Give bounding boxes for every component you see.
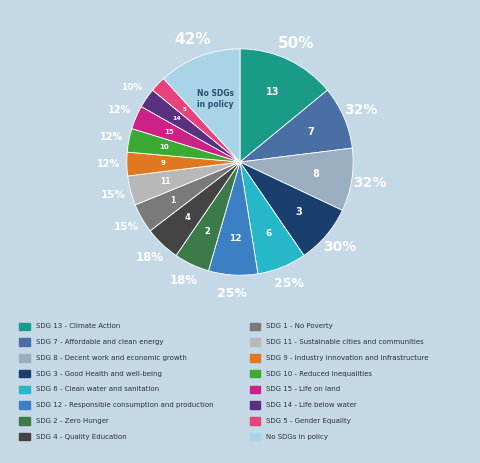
Text: 42%: 42% <box>174 32 211 47</box>
Text: 6: 6 <box>265 229 272 238</box>
Text: 12%: 12% <box>99 131 123 142</box>
Text: 50%: 50% <box>278 36 314 51</box>
Text: No SDGs
in policy: No SDGs in policy <box>197 89 234 109</box>
Text: 10: 10 <box>160 144 169 150</box>
Wedge shape <box>240 148 353 210</box>
Text: 32%: 32% <box>344 103 377 117</box>
Text: SDG 7 - Affordable and clean energy: SDG 7 - Affordable and clean energy <box>36 339 163 345</box>
Text: 25%: 25% <box>274 277 304 290</box>
Text: 9: 9 <box>161 160 166 166</box>
Text: 2: 2 <box>204 227 210 236</box>
Wedge shape <box>240 90 352 162</box>
Wedge shape <box>127 152 240 176</box>
Text: SDG 15 - Life on land: SDG 15 - Life on land <box>266 387 340 392</box>
Text: 15%: 15% <box>114 222 139 232</box>
Text: SDG 5 - Gender Equality: SDG 5 - Gender Equality <box>266 418 351 424</box>
Text: 10%: 10% <box>121 83 143 93</box>
Wedge shape <box>153 79 240 162</box>
Text: 5: 5 <box>182 106 186 112</box>
Wedge shape <box>176 162 240 271</box>
Text: 1: 1 <box>170 196 176 205</box>
Text: 18%: 18% <box>135 251 164 264</box>
Text: SDG 10 - Reduced inequalities: SDG 10 - Reduced inequalities <box>266 371 372 376</box>
Text: SDG 8 - Decent work and economic growth: SDG 8 - Decent work and economic growth <box>36 355 186 361</box>
Text: SDG 13 - Climate Action: SDG 13 - Climate Action <box>36 324 120 329</box>
Text: 12%: 12% <box>97 159 120 169</box>
Wedge shape <box>128 162 240 205</box>
Wedge shape <box>127 129 240 162</box>
Wedge shape <box>208 162 258 275</box>
Text: 12%: 12% <box>108 105 131 115</box>
Text: 12: 12 <box>229 234 241 244</box>
Text: 13: 13 <box>266 88 280 97</box>
Text: 25%: 25% <box>217 287 247 300</box>
Text: SDG 11 - Sustainable cities and communities: SDG 11 - Sustainable cities and communit… <box>266 339 424 345</box>
Text: 7: 7 <box>307 127 314 137</box>
Wedge shape <box>240 162 342 256</box>
Text: SDG 6 - Clean water and sanitation: SDG 6 - Clean water and sanitation <box>36 387 159 392</box>
Text: No SDGs in policy: No SDGs in policy <box>266 434 328 439</box>
Text: 8: 8 <box>312 169 319 179</box>
Wedge shape <box>240 162 304 274</box>
Text: 30%: 30% <box>324 240 357 254</box>
Wedge shape <box>141 90 240 162</box>
Wedge shape <box>164 49 240 162</box>
Text: 4: 4 <box>184 213 190 222</box>
Wedge shape <box>150 162 240 256</box>
Text: SDG 12 - Responsible consumption and production: SDG 12 - Responsible consumption and pro… <box>36 402 213 408</box>
Wedge shape <box>135 162 240 231</box>
Text: 32%: 32% <box>353 176 386 190</box>
Text: SDG 9 - Industry innovation and infrastructure: SDG 9 - Industry innovation and infrastr… <box>266 355 429 361</box>
Wedge shape <box>240 49 327 162</box>
Text: SDG 2 - Zero Hunger: SDG 2 - Zero Hunger <box>36 418 108 424</box>
Text: SDG 1 - No Poverty: SDG 1 - No Poverty <box>266 324 333 329</box>
Text: SDG 4 - Quality Education: SDG 4 - Quality Education <box>36 434 126 439</box>
Text: 15%: 15% <box>100 190 125 200</box>
Text: SDG 14 - Life below water: SDG 14 - Life below water <box>266 402 357 408</box>
Text: 11: 11 <box>160 177 171 186</box>
Text: SDG 3 - Good Health and well-being: SDG 3 - Good Health and well-being <box>36 371 161 376</box>
Text: 3: 3 <box>295 207 302 217</box>
Text: 18%: 18% <box>170 274 198 287</box>
Text: 15: 15 <box>165 129 174 135</box>
Wedge shape <box>132 106 240 162</box>
Text: 14: 14 <box>172 116 181 121</box>
